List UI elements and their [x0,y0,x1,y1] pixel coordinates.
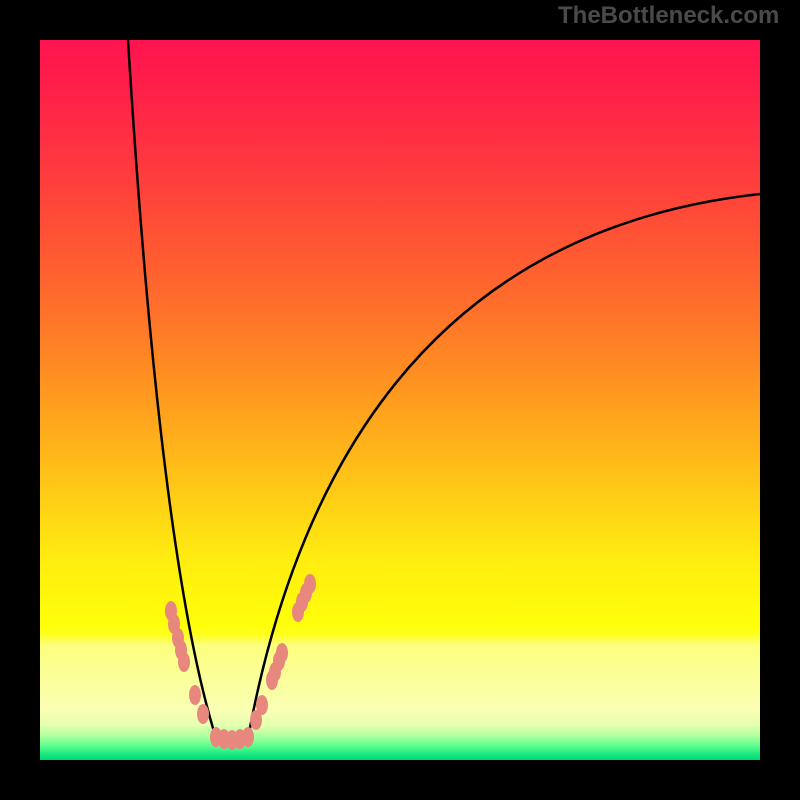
data-marker [197,704,209,724]
data-markers [165,574,316,750]
data-marker [189,685,201,705]
curve-layer [40,40,760,760]
data-marker [178,652,190,672]
watermark-text: TheBottleneck.com [558,2,779,30]
data-marker [276,643,288,663]
bottleneck-curve-right [248,194,760,738]
data-marker [256,695,268,715]
plot-area [40,40,760,760]
data-marker [304,574,316,594]
data-marker [242,727,254,747]
